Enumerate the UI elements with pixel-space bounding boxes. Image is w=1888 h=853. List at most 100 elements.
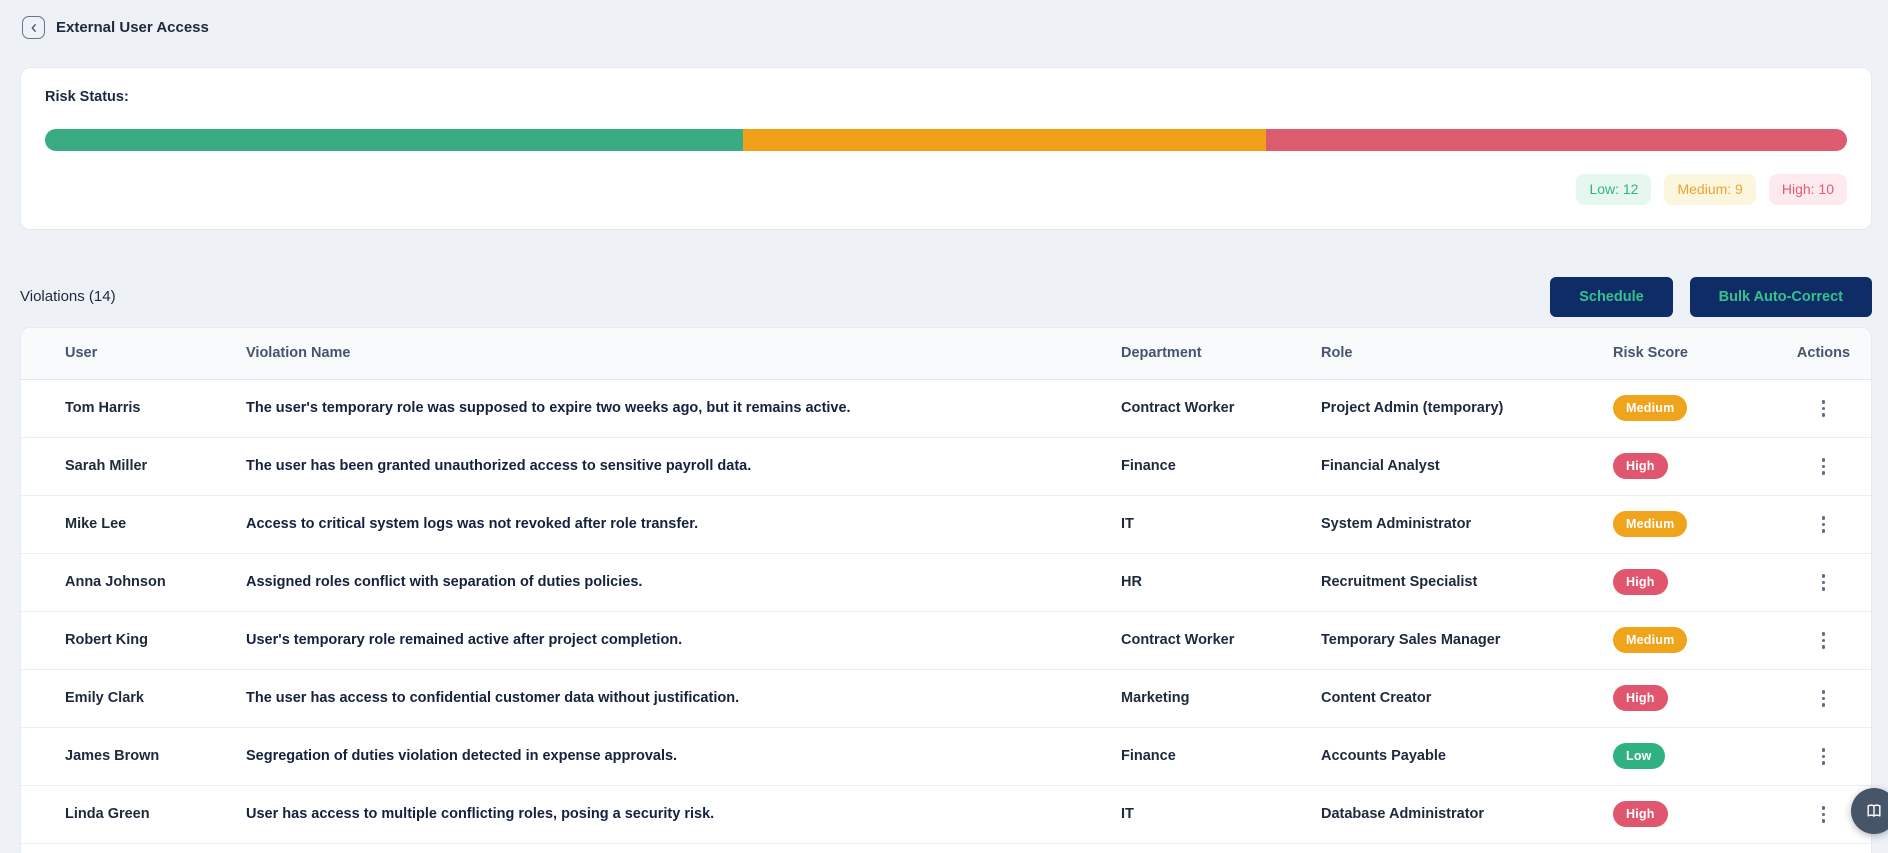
table-row: James Brown Segregation of duties violat…	[21, 727, 1871, 786]
risk-score-cell: Low	[1613, 743, 1776, 770]
actions-cell	[1776, 394, 1871, 423]
table-row: Tom Harris The user's temporary role was…	[21, 379, 1871, 438]
violation-name-cell: The user has been granted unauthorized a…	[246, 458, 752, 475]
risk-score-cell: High	[1613, 569, 1776, 596]
actions-cell	[1776, 452, 1871, 481]
violation-name-cell: User's temporary role remained active af…	[246, 632, 683, 649]
kebab-menu-icon	[1821, 632, 1826, 636]
department-cell: Finance	[1121, 458, 1176, 475]
row-actions-menu-button[interactable]	[1816, 568, 1832, 597]
department-cell: Finance	[1121, 748, 1176, 765]
violation-name-cell: Segregation of duties violation detected…	[246, 748, 678, 765]
kebab-menu-icon	[1821, 748, 1826, 752]
violations-title: Violations (14)	[20, 288, 116, 306]
risk-score-cell: Medium	[1613, 627, 1776, 654]
role-cell: Content Creator	[1321, 690, 1432, 707]
table-row: Sarah Miller The user has been granted u…	[21, 437, 1871, 496]
risk-score-cell: Medium	[1613, 395, 1776, 422]
role-cell: Accounts Payable	[1321, 748, 1446, 765]
kebab-menu-icon	[1821, 690, 1826, 694]
violation-name-cell: User has access to multiple conflicting …	[246, 806, 715, 823]
risk-status-label: Risk Status:	[45, 89, 129, 105]
user-cell: Sarah Miller	[65, 458, 148, 475]
user-cell: Mike Lee	[65, 516, 127, 533]
row-actions-menu-button[interactable]	[1816, 684, 1832, 713]
table-row: Linda Green User has access to multiple …	[21, 785, 1871, 844]
actions-cell	[1776, 510, 1871, 539]
violations-actions: Schedule Bulk Auto-Correct	[1550, 276, 1872, 317]
violations-table-card: User Violation Name Department Role Risk…	[20, 326, 1872, 853]
row-actions-menu-button[interactable]	[1816, 742, 1832, 771]
risk-score-cell: Medium	[1613, 511, 1776, 538]
actions-cell	[1776, 800, 1871, 829]
column-header-role: Role	[1321, 345, 1353, 362]
actions-cell	[1776, 684, 1871, 713]
risk-badge: Medium	[1613, 395, 1688, 422]
user-cell: Anna Johnson	[65, 574, 166, 591]
legend-badge-low: Low: 12	[1576, 174, 1652, 205]
risk-badge: Medium	[1613, 627, 1688, 654]
kebab-menu-icon	[1821, 458, 1826, 462]
risk-badge: High	[1613, 453, 1668, 480]
table-row: Anna Johnson Assigned roles conflict wit…	[21, 553, 1871, 612]
department-cell: IT	[1121, 516, 1134, 533]
department-cell: Marketing	[1121, 690, 1190, 707]
table-body: Tom Harris The user's temporary role was…	[21, 379, 1871, 844]
help-docs-fab[interactable]	[1851, 788, 1888, 834]
bulk-auto-correct-button[interactable]: Bulk Auto-Correct	[1689, 276, 1872, 317]
column-header-department: Department	[1121, 345, 1202, 362]
column-header-violation-name: Violation Name	[246, 345, 351, 362]
open-book-icon	[1864, 801, 1884, 821]
risk-bar	[45, 129, 1847, 151]
risk-legend: Low: 12 Medium: 9 High: 10	[45, 174, 1847, 205]
role-cell: Recruitment Specialist	[1321, 574, 1478, 591]
violation-name-cell: Assigned roles conflict with separation …	[246, 574, 643, 591]
row-actions-menu-button[interactable]	[1816, 800, 1832, 829]
role-cell: Financial Analyst	[1321, 458, 1440, 475]
row-actions-menu-button[interactable]	[1816, 510, 1832, 539]
user-cell: Tom Harris	[65, 400, 141, 417]
user-cell: Linda Green	[65, 806, 150, 823]
risk-badge: Low	[1613, 743, 1665, 770]
role-cell: Project Admin (temporary)	[1321, 400, 1504, 417]
back-button[interactable]	[22, 16, 45, 39]
risk-bar-segment-low	[45, 129, 743, 151]
column-header-actions: Actions	[1796, 345, 1851, 362]
table-header-row: User Violation Name Department Role Risk…	[21, 327, 1871, 380]
actions-cell	[1776, 626, 1871, 655]
table-row: Robert King User's temporary role remain…	[21, 611, 1871, 670]
row-actions-menu-button[interactable]	[1816, 452, 1832, 481]
kebab-menu-icon	[1821, 400, 1826, 404]
risk-bar-segment-high	[1265, 129, 1847, 151]
kebab-menu-icon	[1821, 574, 1826, 578]
legend-badge-medium: Medium: 9	[1664, 174, 1756, 205]
risk-badge: High	[1613, 685, 1668, 712]
department-cell: IT	[1121, 806, 1134, 823]
top-header: External User Access	[22, 16, 1872, 39]
role-cell: Database Administrator	[1321, 806, 1485, 823]
user-cell: Emily Clark	[65, 690, 144, 707]
row-actions-menu-button[interactable]	[1816, 626, 1832, 655]
violation-name-cell: The user has access to confidential cust…	[246, 690, 740, 707]
risk-bar-segment-medium	[742, 129, 1266, 151]
violation-name-cell: The user's temporary role was supposed t…	[246, 400, 851, 417]
risk-score-cell: High	[1613, 453, 1776, 480]
department-cell: HR	[1121, 574, 1142, 591]
risk-score-cell: High	[1613, 685, 1776, 712]
violations-header: Violations (14) Schedule Bulk Auto-Corre…	[20, 276, 1872, 317]
column-header-risk-score: Risk Score	[1613, 345, 1688, 362]
row-actions-menu-button[interactable]	[1816, 394, 1832, 423]
violation-name-cell: Access to critical system logs was not r…	[246, 516, 699, 533]
page-title: External User Access	[56, 19, 209, 36]
department-cell: Contract Worker	[1121, 400, 1235, 417]
department-cell: Contract Worker	[1121, 632, 1235, 649]
schedule-button[interactable]: Schedule	[1550, 276, 1673, 317]
risk-badge: High	[1613, 801, 1668, 828]
chevron-left-icon	[28, 22, 40, 34]
user-cell: James Brown	[65, 748, 160, 765]
risk-badge: Medium	[1613, 511, 1688, 538]
risk-score-cell: High	[1613, 801, 1776, 828]
role-cell: Temporary Sales Manager	[1321, 632, 1501, 649]
kebab-menu-icon	[1821, 516, 1826, 520]
